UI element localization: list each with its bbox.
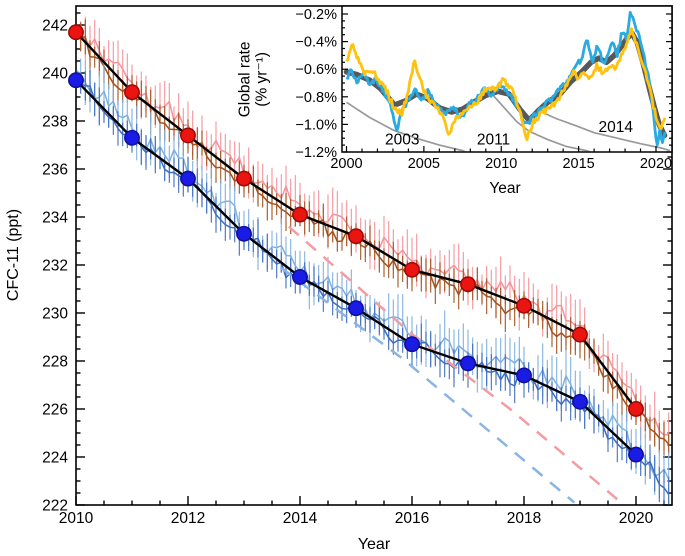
northern-hemisphere-annual-mean-dot (180, 127, 196, 144)
inset-y-axis-title: Global rate (% yr⁻¹) (237, 19, 272, 139)
observed-rate-cyan (345, 11, 667, 147)
inset-ytick-label: −0.2% (295, 7, 337, 23)
inset-panel: 2003 2011 2014 −0.2% −0.4% −0.6% −0.8% −1.0% −1.… (295, 5, 673, 172)
northern-hemisphere-annual-mean-dots (68, 24, 644, 417)
southern-hemisphere-annual-mean-dot (348, 300, 364, 317)
inset-axis-ticks (342, 13, 672, 153)
southern-hemisphere-annual-mean-dot (68, 72, 84, 89)
sh-network-1-monthly (76, 69, 670, 480)
southern-hemisphere-annual-mean-dot (460, 355, 476, 372)
main-ytick-label: 240 (42, 66, 68, 83)
main-ytick-label: 238 (42, 114, 68, 131)
inset-tick-labels: −0.2%−0.4%−0.6%−0.8%−1.0%−1.2%2000 2005 20… (295, 7, 672, 172)
southern-hemisphere-annual-mean-dot (124, 129, 140, 146)
main-ytick-label: 242 (42, 18, 68, 35)
observed-rate-yellow (345, 27, 667, 142)
northern-hemisphere-annual-mean-dot (68, 24, 84, 41)
southern-hemisphere-annual-mean-dot (180, 170, 196, 187)
main-tick-labels: 222 224 226 228 230 232 234 236 238 240 242 2010 201… (42, 18, 653, 528)
northern-hemisphere-annual-mean-dot (292, 206, 308, 223)
southern-hemisphere-annual-mean-dot (236, 225, 252, 242)
southern-hemisphere-annual-mean-dot (572, 393, 588, 410)
southern-hemisphere-annual-mean-dot (628, 446, 644, 463)
northern-hemisphere-annual-mean-dot (460, 276, 476, 293)
inset-xtick-label: 2005 (408, 156, 440, 172)
inset-y-axis-title-line2: (% yr⁻¹) (254, 52, 271, 107)
scenario-label-2003: 2003 (385, 132, 419, 149)
southern-hemisphere-annual-mean-dots (68, 72, 644, 463)
inset-x-axis-title: Year (489, 180, 521, 197)
northern-hemisphere-annual-mean-dot (124, 84, 140, 101)
main-xtick-label: 2020 (619, 510, 654, 527)
main-xtick-label: 2016 (395, 510, 429, 527)
inset-xtick-label: 2000 (330, 156, 362, 172)
nh-expected-decline-dashed (287, 225, 626, 505)
scenario-line-2014 (541, 111, 671, 152)
main-y-axis-title: CFC-11 (ppt) (5, 208, 22, 302)
northern-hemisphere-annual-mean-dot (404, 261, 420, 278)
main-panel: 222 224 226 228 230 232 234 236 238 240 242 2010 201… (42, 5, 673, 528)
scenario-label-2014: 2014 (599, 119, 634, 136)
main-ytick-label: 224 (42, 450, 68, 467)
main-ytick-label: 234 (42, 210, 68, 227)
inset-xtick-label: 2015 (562, 156, 594, 172)
inset-ytick-label: −0.6% (295, 62, 337, 78)
northern-hemisphere-annual-mean-dot (628, 401, 644, 417)
northern-hemisphere-annual-mean-dot (572, 326, 588, 343)
inset-data (343, 11, 671, 152)
main-ytick-label: 232 (42, 258, 68, 275)
main-ytick-label: 236 (42, 162, 68, 179)
main-ytick-label: 226 (42, 402, 68, 419)
main-ytick-label: 230 (42, 306, 68, 323)
main-xtick-label: 2010 (59, 510, 94, 527)
northern-hemisphere-annual-mean-dot (236, 170, 252, 187)
main-xtick-label: 2014 (283, 510, 318, 527)
inset-ytick-label: −0.8% (295, 90, 337, 106)
northern-hemisphere-annual-mean-dot (516, 297, 532, 314)
scenario-line-2003 (346, 101, 466, 152)
scenario-label-2011: 2011 (477, 132, 510, 149)
inset-ytick-label: −1.2% (295, 145, 337, 161)
sh-expected-decline-dashed (279, 266, 576, 504)
inset-y-axis-title-line1: Global rate (236, 41, 254, 118)
main-xtick-label: 2012 (171, 510, 205, 527)
southern-hemisphere-annual-mean-dot (292, 269, 308, 285)
inset-ytick-label: −1.0% (295, 117, 337, 133)
main-x-axis-title: Year (357, 536, 391, 553)
inset-xtick-label: 2020 (640, 156, 672, 172)
main-ytick-label: 222 (42, 498, 68, 515)
southern-hemisphere-annual-mean-dot (404, 336, 420, 353)
inset-xtick-label: 2010 (485, 156, 517, 172)
inset-ytick-label: −0.4% (295, 35, 337, 51)
southern-hemisphere-annual-mean-dot (516, 367, 532, 384)
main-ytick-label: 228 (42, 354, 68, 371)
main-xtick-label: 2018 (507, 510, 541, 527)
scenario-line-2011 (491, 93, 591, 152)
northern-hemisphere-annual-mean-dot (348, 228, 364, 245)
